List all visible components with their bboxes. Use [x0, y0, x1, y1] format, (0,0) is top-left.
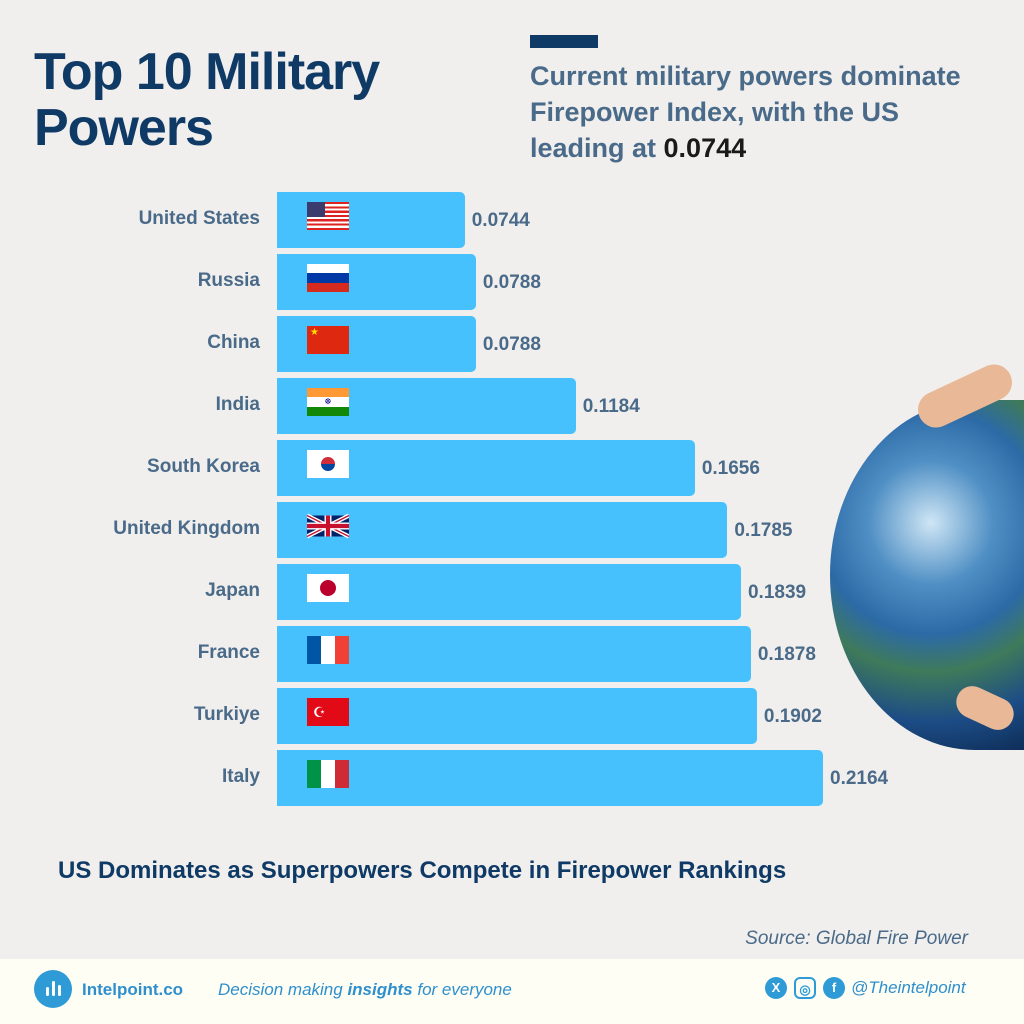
bar	[277, 688, 757, 744]
flag-us-icon	[307, 202, 349, 230]
flag-gb-icon	[307, 512, 349, 540]
bar	[277, 564, 741, 620]
value-label: 0.0788	[482, 272, 541, 293]
flag-in-icon: ☸	[307, 388, 349, 416]
category-label: South Korea	[147, 456, 260, 477]
flag-jp-icon	[307, 574, 349, 602]
value-label: 0.1184	[582, 396, 640, 417]
source-note: Source: Global Fire Power	[745, 928, 968, 949]
accent-bar	[530, 35, 598, 48]
tagline-bold: insights	[347, 980, 413, 999]
bar	[277, 750, 823, 806]
x-icon[interactable]: X	[765, 977, 787, 999]
subtitle-text: Current military powers dominate Firepow…	[530, 61, 961, 163]
instagram-icon[interactable]: ◎	[794, 977, 816, 999]
brand-name[interactable]: Intelpoint.co	[82, 980, 184, 999]
category-label: France	[197, 642, 260, 663]
flag-fr-icon	[307, 636, 349, 664]
value-label: 0.0788	[482, 334, 541, 355]
flag-it-icon	[307, 760, 349, 788]
value-label: 0.1785	[734, 520, 793, 541]
category-label: China	[207, 332, 260, 353]
category-label: Turkiye	[193, 704, 260, 725]
value-label: 0.1839	[747, 582, 807, 603]
value-label: 0.2164	[830, 768, 889, 789]
category-label: United Kingdom	[113, 518, 260, 539]
category-label: United States	[138, 208, 260, 229]
tagline: Decision making insights for everyone	[218, 980, 512, 1000]
page-title: Top 10 Military Powers	[34, 43, 380, 157]
flag-tr-icon: ☪	[307, 698, 349, 726]
category-label: Russia	[197, 270, 260, 291]
value-label: 0.0744	[471, 210, 530, 231]
bottom-caption: US Dominates as Superpowers Compete in F…	[58, 857, 787, 884]
value-label: 0.1878	[757, 644, 816, 665]
bar-chart: United States 0.0744 Russia 0.0788 China ★ 0.0…	[113, 192, 889, 806]
flag-cn-icon: ★	[307, 326, 349, 354]
flag-ru-icon	[307, 264, 349, 292]
logo-icon	[34, 970, 72, 1008]
category-label: Japan	[205, 580, 260, 601]
flag-kr-icon	[307, 450, 349, 478]
value-label: 0.1902	[763, 706, 823, 727]
social-handle[interactable]: @Theintelpoint	[851, 978, 966, 997]
tagline-post: for everyone	[412, 980, 512, 999]
bar	[277, 502, 728, 558]
category-label: India	[215, 394, 260, 415]
subtitle-value: 0.0744	[663, 133, 747, 163]
tagline-pre: Decision making	[218, 980, 348, 999]
bar	[277, 192, 465, 248]
facebook-icon[interactable]: f	[823, 977, 845, 999]
footer: Intelpoint.co Decision making insights f…	[0, 959, 1024, 1024]
category-label: Italy	[221, 766, 260, 787]
value-label: 0.1656	[701, 458, 760, 479]
bar	[277, 626, 751, 682]
subtitle: Current military powers dominate Firepow…	[530, 58, 1000, 166]
